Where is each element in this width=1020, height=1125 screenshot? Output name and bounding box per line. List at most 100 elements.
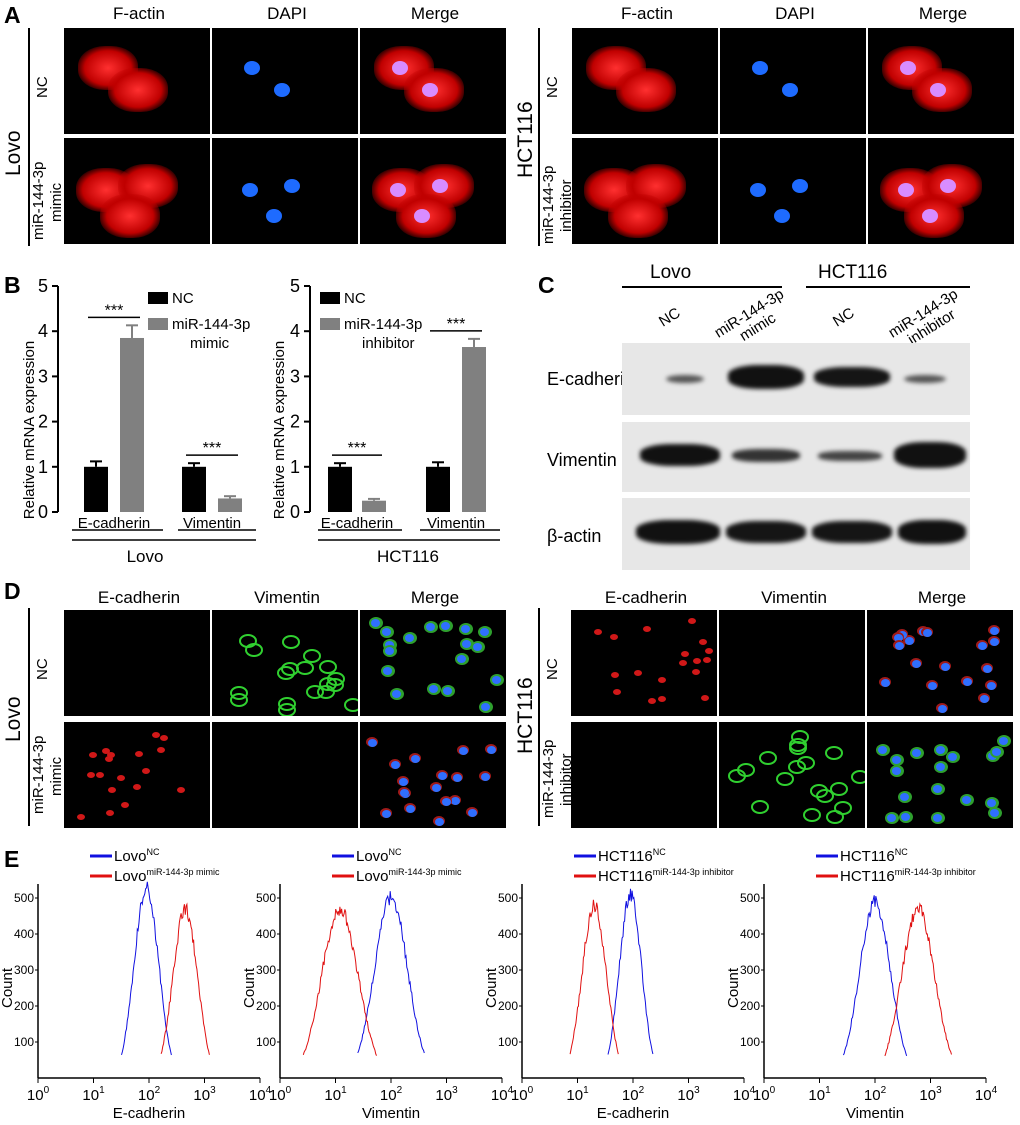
vim-cell-12	[343, 697, 358, 712]
panel-e-plot-1-xtick-label-0: 100	[27, 1085, 50, 1104]
ecad-spot-8	[704, 647, 713, 654]
ecad-spot-17	[141, 768, 150, 775]
panel-e-plot-4-xlabel: Vimentin	[846, 1105, 904, 1122]
cell-nucleus-3	[414, 209, 430, 223]
ecad-spot-11	[633, 670, 642, 677]
panel-e-plot-3-legend-treated: HCT116miR-144-3p inhibitor	[598, 867, 734, 885]
panel-e-plot-4-ytick-label-2: 200	[740, 999, 760, 1013]
panel-e-plot-3-xtick-exp-0: 0	[528, 1085, 534, 1096]
panel-e-plot-1-xtick-exp-4: 4	[266, 1085, 272, 1096]
panel-e-plot-4-ytick-label-3: 300	[740, 963, 760, 977]
panel-e-plot-4-legend-nc: HCT116NC	[840, 847, 908, 865]
panel-b-left-sig-1: ***	[105, 302, 124, 319]
panel-e-plot-3-ylabel: Count	[483, 967, 500, 1008]
ecad-spot-13	[702, 656, 711, 663]
merge-nucleus-13	[935, 763, 945, 772]
panel-a-image-2-4	[572, 138, 718, 244]
panel-e-plot-2-ytick-label-2: 200	[256, 999, 276, 1013]
panel-a-image-1-6	[868, 28, 1014, 134]
panel-e-plot-2: 100 200 300 400 500 Count 100 101 102 103 1 0 4 Vimen…	[241, 847, 514, 1122]
merge-nucleus-7	[460, 624, 470, 633]
cell-actin-3	[100, 194, 160, 238]
cell-actin-2	[108, 68, 168, 112]
panel-e-plot-4-xtick-exp-4: 4	[992, 1085, 998, 1096]
panel-b-left-ylabel: Relative mRNA expression	[21, 341, 38, 519]
panel-a-right-header-factin: F-actin	[621, 4, 673, 23]
vim-cell-5	[318, 659, 337, 674]
merge-nucleus-12	[481, 703, 491, 712]
panel-b-left-legend-nc: NC	[172, 290, 194, 307]
panel-a-image-1-4	[572, 28, 718, 134]
panel-a-image-2-3	[360, 138, 506, 244]
panel-e-plot-2-xlabel: Vimentin	[362, 1105, 420, 1122]
band-ecad-lane4	[904, 375, 946, 383]
panel-e-plot-4-xtick-exp-0: 0	[770, 1085, 776, 1096]
panel-e-plot-1-legend-treated: LovomiR-144-3p mimic	[114, 867, 220, 885]
merge-nucleus-10	[456, 655, 466, 664]
panel-b-left-legend-mir-swatch	[148, 318, 168, 330]
panel-c-group-hct116: HCT116	[818, 262, 888, 283]
merge-nucleus-10	[923, 629, 933, 638]
panel-a-left-row-nc: NC	[34, 76, 51, 98]
panel-e-plot-2-ytick-label-3: 300	[256, 963, 276, 977]
panel-e-plot-1-xtick-label-2: 102	[138, 1085, 161, 1104]
vim-cell-18	[750, 799, 769, 814]
panel-label-c: C	[538, 272, 555, 298]
panel-a-right-row-nc: NC	[544, 76, 561, 98]
merge-nucleus-9	[404, 633, 414, 642]
ecad-spot-3	[611, 672, 620, 679]
cell-nucleus-2	[284, 179, 300, 193]
panel-d-image-1-2	[212, 610, 358, 716]
cell-nucleus-3	[922, 209, 938, 223]
merge-nucleus-9	[391, 761, 401, 770]
panel-e-plot-2-legend-nc: LovoNC	[356, 847, 402, 865]
panel-c-lane-1: NC	[656, 304, 684, 331]
merge-nucleus-13	[441, 622, 451, 631]
panel-label-b: B	[4, 272, 21, 298]
panel-e-plot-2-legend-treated-sup: miR-144-3p mimic	[389, 867, 463, 877]
panel-b-left-xcat-2: Vimentin	[183, 515, 241, 532]
panel-e-plot-3-xtick-label-1: 101	[566, 1085, 589, 1104]
panel-b-right-ylabel: Relative mRNA expression	[271, 341, 288, 519]
panel-e-plot-1-xtick-exp-1: 1	[99, 1085, 105, 1096]
merge-nucleus-18	[983, 664, 992, 673]
panel-d-left-header-vim: Vimentin	[254, 588, 320, 607]
ecad-spot-15	[106, 809, 115, 816]
panel-e-plot-1-xtick-label-3: 103	[193, 1085, 216, 1104]
panel-e-plot-4-legend-nc-sup: NC	[895, 847, 908, 857]
panel-b-right-bar-2-2	[462, 347, 486, 512]
panel-d-left-cell-label: Lovo	[2, 696, 25, 742]
panel-e-plot-3-ytick-label-4: 400	[498, 927, 518, 941]
cell-nucleus-2	[432, 179, 448, 193]
ecad-spot-14	[699, 639, 708, 646]
panel-b-right-xcat-1: E-cadherin	[321, 515, 394, 532]
merge-nucleus-8	[977, 641, 987, 650]
ecad-spot-11	[105, 756, 113, 763]
panel-e-plot-4-xtick-label-0: 100	[753, 1085, 776, 1104]
panel-a-left-row-mimic: mimic	[48, 182, 65, 222]
merge-nucleus-8	[932, 814, 942, 823]
ecad-spot-2	[692, 669, 701, 676]
panel-b-left-ytick-label-1: 1	[38, 457, 48, 477]
panel-a-right-header-merge: Merge	[918, 4, 968, 23]
panel-a-image-2-5	[720, 138, 866, 244]
panel-a-right-header-dapi: DAPI	[775, 4, 815, 23]
merge-nucleus-2	[383, 666, 393, 675]
vim-cell-10	[815, 788, 834, 803]
band-vim-lane4	[894, 442, 966, 468]
panel-e-plot-3-xtick-exp-4: 4	[750, 1085, 756, 1096]
panel-a-image-2-6	[868, 138, 1014, 244]
band-vim-lane1	[640, 444, 720, 466]
panel-e-plot-4-xtick-exp-2: 2	[881, 1085, 887, 1096]
ecad-spot-14	[88, 752, 97, 759]
panel-e-plot-1-ytick-label-2: 200	[14, 999, 34, 1013]
merge-nucleus-18	[425, 623, 435, 632]
panel-d-left-bracket	[28, 608, 30, 826]
merge-nucleus-2	[904, 636, 914, 645]
cell-nucleus-2	[422, 83, 438, 97]
panel-b-right-xlabel: HCT116	[377, 547, 439, 566]
panel-e-plot-2-ytick-label-1: 100	[256, 1035, 276, 1049]
panel-e-plot-3-legend-nc-sup: NC	[653, 847, 666, 857]
merge-nucleus-4	[461, 640, 471, 649]
panel-b-left-legend-sub: mimic	[190, 335, 230, 352]
